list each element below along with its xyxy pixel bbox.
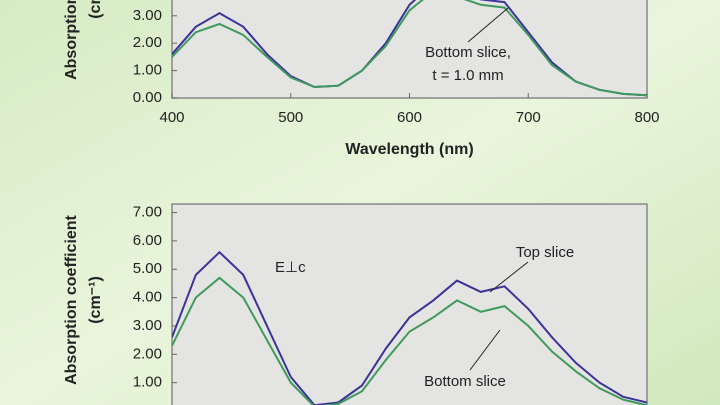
y-axis-unit: (cm⁻¹): [87, 276, 104, 324]
y-axis-unit: (cm⁻¹): [87, 0, 104, 19]
y-tick-label: 6.00: [133, 232, 162, 249]
y-axis-label: Absorption coefficient: [63, 214, 80, 384]
y-tick-label: 2.00: [133, 34, 162, 51]
x-tick-label: 800: [634, 109, 659, 126]
annotation: E⊥c: [275, 259, 306, 276]
series-line: [172, 276, 647, 405]
series-line: [172, 250, 647, 405]
annotation: t = 1.0 mm: [432, 67, 503, 84]
series-line: [172, 0, 647, 97]
y-tick-label: 5.00: [133, 260, 162, 277]
annotation: Bottom slice,: [425, 44, 511, 61]
y-tick-label: 1.00: [133, 62, 162, 79]
y-tick-label: 0.00: [133, 89, 162, 106]
leader-line: [467, 7, 509, 43]
y-tick-label: 4.00: [133, 289, 162, 306]
y-tick-label: 3.00: [133, 317, 162, 334]
annotation: Bottom slice: [424, 373, 506, 390]
annotation: Top slice: [516, 244, 574, 261]
y-tick-label: 3.00: [133, 7, 162, 24]
x-tick-label: 500: [278, 109, 303, 126]
x-axis-label: Wavelength (nm): [345, 141, 473, 158]
x-tick-label: 400: [159, 109, 184, 126]
plot-area: [171, 203, 648, 405]
y-tick-label: 2.00: [133, 345, 162, 362]
leader-line: [489, 261, 529, 293]
x-tick-label: 700: [516, 109, 541, 126]
x-tick-label: 600: [397, 109, 422, 126]
plot-area: [171, 0, 648, 99]
y-tick-label: 1.00: [133, 374, 162, 391]
y-tick-label: 7.00: [133, 204, 162, 221]
y-axis-label: Absorption coefficient: [63, 0, 80, 80]
leader-line: [469, 329, 501, 371]
